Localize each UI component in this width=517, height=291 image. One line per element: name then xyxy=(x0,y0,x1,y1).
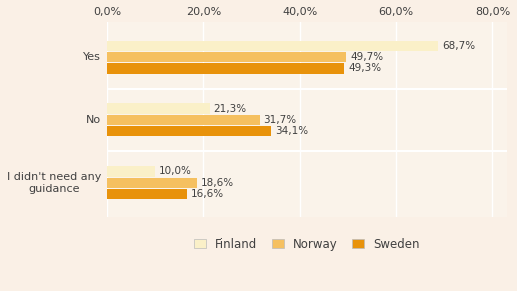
Bar xyxy=(107,189,187,199)
Legend: Finland, Norway, Sweden: Finland, Norway, Sweden xyxy=(191,234,423,254)
Text: 16,6%: 16,6% xyxy=(191,189,224,199)
Bar xyxy=(107,178,196,188)
Bar xyxy=(107,166,155,177)
Text: 18,6%: 18,6% xyxy=(201,178,234,188)
Text: 21,3%: 21,3% xyxy=(214,104,247,113)
Bar xyxy=(107,63,344,74)
Text: 34,1%: 34,1% xyxy=(275,126,308,136)
Bar xyxy=(107,40,438,51)
Text: 49,3%: 49,3% xyxy=(348,63,382,73)
Bar xyxy=(107,52,346,62)
Text: 49,7%: 49,7% xyxy=(351,52,384,62)
Bar xyxy=(107,126,271,136)
Text: 68,7%: 68,7% xyxy=(442,41,475,51)
Text: 10,0%: 10,0% xyxy=(159,166,192,176)
Text: 31,7%: 31,7% xyxy=(264,115,297,125)
Bar xyxy=(107,103,209,114)
Bar xyxy=(107,115,260,125)
